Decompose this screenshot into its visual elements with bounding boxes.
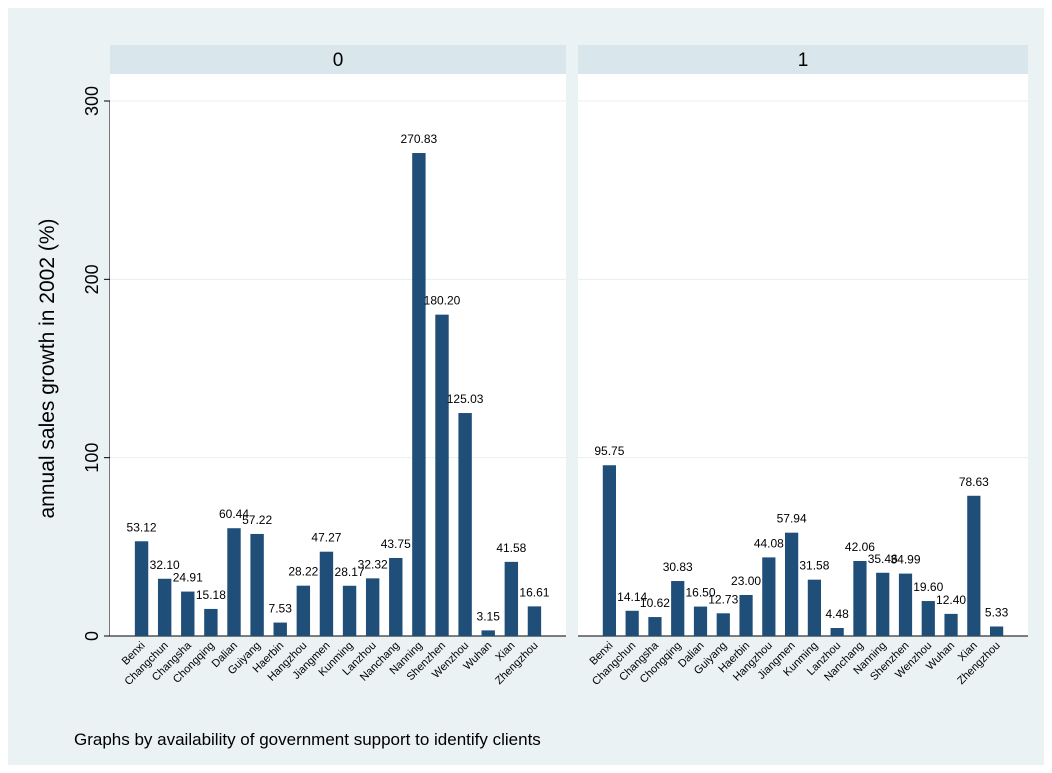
bar [412, 153, 426, 636]
bar [648, 617, 662, 636]
bar-value-label: 15.18 [196, 588, 226, 602]
panel-strip [110, 45, 566, 74]
bar-value-label: 42.06 [845, 540, 875, 554]
panel-strip-label: 0 [333, 50, 344, 71]
bar-value-label: 16.50 [685, 586, 715, 600]
bar-value-label: 53.12 [127, 520, 157, 534]
bar-value-label: 35.46 [868, 552, 898, 566]
bar [921, 601, 935, 636]
bar-value-label: 12.40 [936, 593, 966, 607]
panel-strip-label: 1 [798, 50, 809, 71]
bar-value-label: 23.00 [731, 574, 761, 588]
bar [739, 594, 753, 636]
bar [458, 413, 472, 636]
bar-value-label: 44.08 [754, 536, 784, 550]
bar [319, 551, 334, 636]
bar [762, 557, 776, 636]
bar-value-label: 4.48 [825, 607, 849, 621]
bar-chart: 0 100 200 300 annual sales growth in 2002 (%… [36, 45, 1028, 688]
panel-plot-area [578, 74, 1028, 636]
bar-value-label: 14.14 [617, 590, 647, 604]
bar-value-label: 30.83 [663, 560, 693, 574]
bar [157, 578, 172, 636]
bar [134, 541, 149, 636]
bar-value-label: 180.20 [424, 294, 461, 308]
bar [967, 495, 981, 636]
bar [876, 572, 890, 636]
bar [342, 585, 357, 636]
bar [785, 532, 799, 636]
bar [504, 561, 519, 636]
bar-value-label: 28.22 [288, 565, 318, 579]
bar [273, 622, 287, 636]
bar-value-label: 3.15 [477, 609, 501, 623]
y-tick-label: 0 [82, 631, 102, 641]
bar [435, 314, 449, 636]
bar [181, 591, 195, 636]
bar-value-label: 78.63 [959, 475, 989, 489]
bar [853, 560, 867, 636]
bar [227, 528, 241, 636]
bar-value-label: 47.27 [311, 531, 341, 545]
bar [481, 630, 495, 636]
bar [830, 628, 844, 636]
bar [716, 613, 730, 636]
bar [990, 626, 1004, 636]
panel-strip [578, 45, 1028, 74]
y-tick-label: 100 [82, 443, 102, 473]
bar [807, 579, 821, 636]
bar-value-label: 32.10 [150, 558, 180, 572]
bar [204, 608, 218, 636]
bar-value-label: 12.73 [708, 592, 738, 606]
bar-value-label: 28.17 [335, 565, 365, 579]
bar [602, 465, 616, 636]
bar [527, 606, 542, 636]
graph-note: Graphs by availability of government sup… [74, 730, 541, 749]
bar-value-label: 95.75 [594, 444, 624, 458]
bar [944, 613, 958, 636]
bar [625, 610, 639, 636]
bar [365, 578, 380, 636]
bar-value-label: 43.75 [381, 537, 411, 551]
bar [671, 581, 685, 636]
bar-value-label: 125.03 [447, 392, 484, 406]
bar-value-label: 60.44 [219, 507, 249, 521]
panel-plot-area [110, 74, 566, 636]
bar [898, 573, 913, 636]
bar-value-label: 270.83 [401, 132, 438, 146]
bar [250, 533, 264, 636]
bar [389, 557, 403, 636]
bar-value-label: 5.33 [985, 605, 1009, 619]
bar-value-label: 57.22 [242, 513, 272, 527]
bar-value-label: 41.58 [496, 541, 526, 555]
bar-value-label: 34.99 [890, 553, 920, 567]
bar-value-label: 19.60 [913, 580, 943, 594]
bar [693, 606, 708, 636]
y-tick-label: 300 [82, 86, 102, 116]
bar-value-label: 16.61 [519, 585, 549, 599]
bar-value-label: 31.58 [799, 559, 829, 573]
bar-value-label: 24.91 [173, 571, 203, 585]
bar-value-label: 10.62 [640, 596, 670, 610]
bar-value-label: 7.53 [269, 602, 293, 616]
bar-value-label: 32.32 [358, 557, 388, 571]
y-axis-title: annual sales growth in 2002 (%) [36, 218, 59, 518]
bar-value-label: 57.94 [777, 512, 807, 526]
graph-region: 0 100 200 300 annual sales growth in 2002 (%… [8, 8, 1044, 765]
x-tick-label: Zhengzhou [955, 640, 1002, 687]
y-tick-label: 200 [82, 264, 102, 294]
bar [296, 585, 311, 636]
